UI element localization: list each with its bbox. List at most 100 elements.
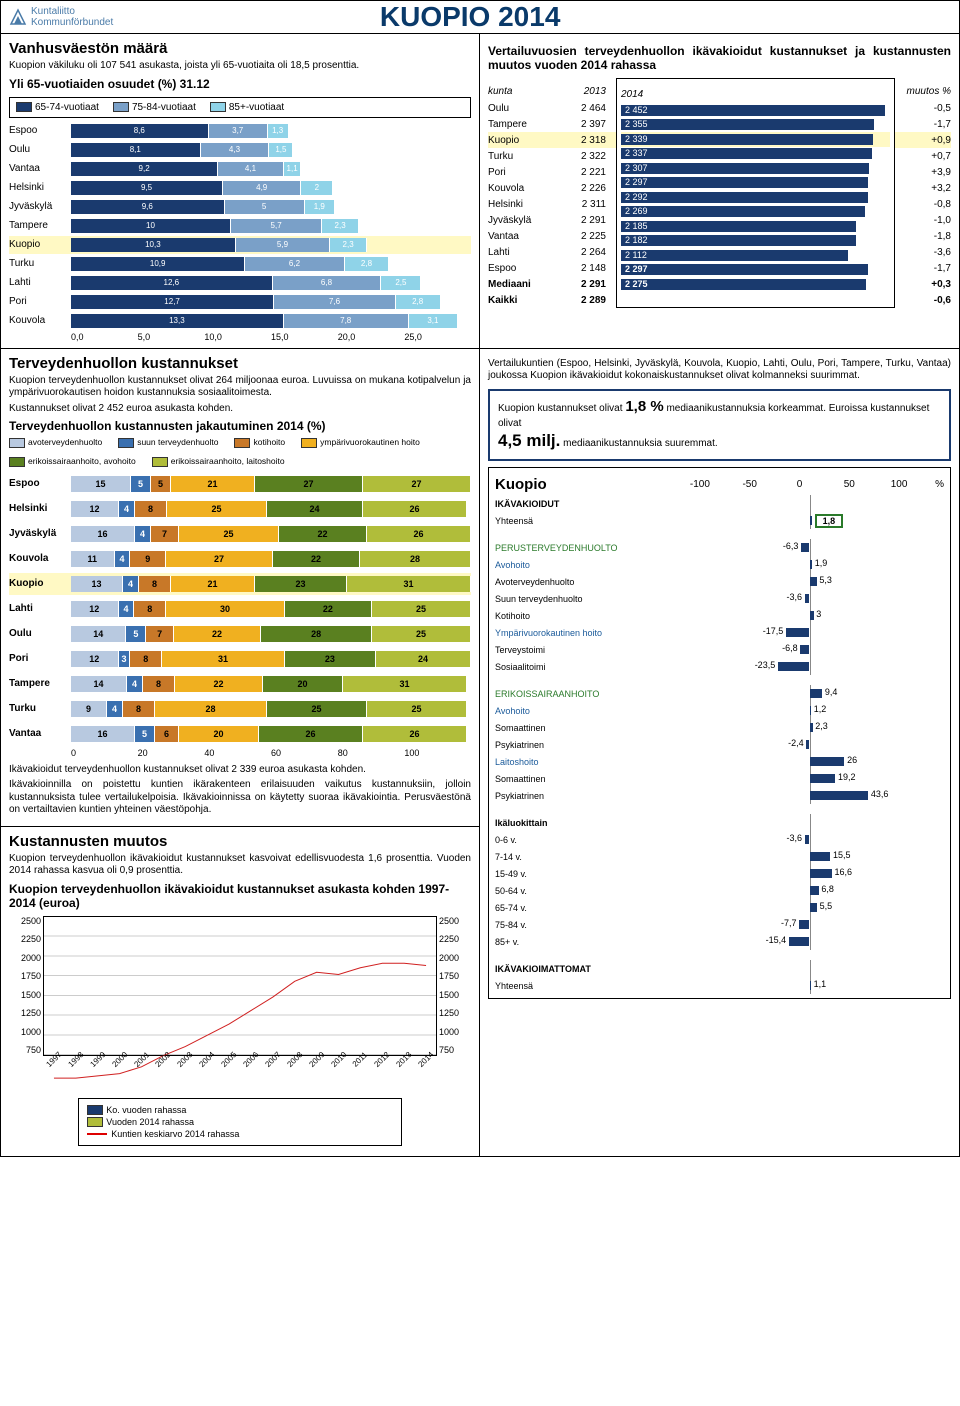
cost-segment: 7 [151,526,179,542]
cost-segment: 8 [134,601,166,617]
comp-row: Kuopio2 318 [488,132,616,148]
deviation-header: Kuopio -100-50050100 % [495,476,944,493]
cost-segment: 28 [360,551,471,567]
cost-segment: 26 [363,501,467,517]
comp-delta: -1,0 [895,212,951,228]
cost-segment: 23 [255,576,347,592]
comp-delta: +0,3 [895,276,951,292]
cost-segment: 5 [135,726,155,742]
legend-item: 85+-vuotiaat [210,102,284,113]
legend-item: kotihoito [234,437,285,448]
comp-delta: -0,6 [895,292,951,308]
bar-segment: 10,3 [71,238,236,252]
cost-segment: 24 [376,651,471,667]
cost-segment: 26 [363,726,467,742]
col-2013: 2013 [560,86,616,97]
comp-row: Turku2 322 [488,148,616,164]
elderly-legend: 65-74-vuotiaat75-84-vuotiaat85+-vuotiaat [9,97,471,118]
elderly-axis: 0,05,010,015,020,025,0 [9,332,471,342]
cost-segment: 16 [71,526,135,542]
comp-row: Kaikki2 289 [488,292,616,308]
comp-row: Mediaani2 291 [488,276,616,292]
dev-row: Avoterveydenhuolto5,3 [495,573,944,590]
deviation-chart-box: Kuopio -100-50050100 % IKÄVAKIOIDUTYhtee… [488,467,951,999]
cost-segment: 11 [71,551,115,567]
row-top: Vanhusväestön määrä Kuopion väkiluku oli… [1,34,959,349]
cost-segment: 5 [126,626,146,642]
change-panel: Kustannusten muutos Kuopion terveydenhuo… [1,827,479,1156]
elderly-subtitle: Yli 65-vuotiaiden osuudet (%) 31.12 [9,77,471,91]
comp-bar: 2 297 [621,263,890,278]
dev-row: Avohoito1,9 [495,556,944,573]
bar-segment: 2 [301,181,333,195]
deviation-panel: Vertailukuntien (Espoo, Helsinki, Jyväsk… [480,349,959,1156]
cost-segment: 21 [171,476,255,492]
logo-line2: Kommunförbundet [31,17,113,28]
page: KuntaliittoKommunförbundet KUOPIO 2014 V… [0,0,960,1157]
cost-segment: 25 [372,626,471,642]
comp-bar: 2 269 [621,205,890,220]
comparison-title: Vertailuvuosien terveydenhuollon ikävaki… [488,44,951,72]
logo-line1: Kuntaliitto [31,6,113,17]
comp-row: Oulu2 464 [488,100,616,116]
comp-bar: 2 112 [621,248,890,263]
comp-row: Helsinki2 311 [488,196,616,212]
bar-segment: 3,7 [209,124,268,138]
comp-delta: -1,8 [895,228,951,244]
cost-row: Helsinki1248252426 [9,498,471,520]
cost-segment: 9 [130,551,166,567]
logo-icon [9,8,27,26]
bar-segment: 8,1 [71,143,201,157]
cost-segment: 8 [123,701,155,717]
comp-delta: -0,5 [895,100,951,116]
cost-segment: 25 [267,701,367,717]
comp-row: Lahti2 264 [488,244,616,260]
cost-row: Espoo1555212727 [9,473,471,495]
elderly-intro: Kuopion väkiluku oli 107 541 asukasta, j… [9,60,471,73]
bar-segment: 7,8 [284,314,409,328]
cost-segment: 4 [119,601,135,617]
elderly-row: Oulu8,14,31,5 [9,141,471,159]
comp-bar: 2 275 [621,277,890,292]
cost-row: Pori1238312324 [9,648,471,670]
change-subtitle: Kuopion terveydenhuollon ikävakioidut ku… [9,882,471,910]
cost-segment: 4 [119,501,135,517]
cost-segment: 16 [71,726,135,742]
comparison-bars: 2014 2 4522 3552 3392 3372 3072 2972 292… [616,78,895,308]
cost-segment: 27 [363,476,471,492]
comp-delta: +0,7 [895,148,951,164]
costs-p3: Ikävakioidut terveydenhuollon kustannuks… [9,764,471,777]
header: KuntaliittoKommunförbundet KUOPIO 2014 [1,1,959,34]
costs-axis: 020406080100 [9,748,471,758]
cost-segment: 7 [146,626,174,642]
bar-segment: 2,3 [322,219,359,233]
cost-segment: 28 [261,626,372,642]
cost-segment: 31 [343,676,467,692]
cost-segment: 15 [71,476,131,492]
costs-chart: Espoo1555212727Helsinki1248252426Jyväsky… [9,473,471,745]
deviation-body: IKÄVAKIOIDUTYhteensä1,8PERUSTERVEYDENHUO… [495,495,944,994]
cost-segment: 24 [267,501,363,517]
cost-segment: 9 [71,701,107,717]
comp-bar: 2 297 [621,176,890,191]
cost-segment: 8 [135,501,167,517]
dev-row: Avohoito1,2 [495,702,944,719]
cost-segment: 28 [155,701,267,717]
cost-segment: 27 [166,551,273,567]
dev-row: 65-74 v.5,5 [495,899,944,916]
costs-legend: avoterveydenhuoltosuun terveydenhuoltoko… [9,437,471,467]
bar-segment: 5,9 [236,238,330,252]
costs-p4: Ikävakioinnilla on poistettu kuntien ikä… [9,779,471,817]
comp-bar: 2 337 [621,147,890,162]
logo: KuntaliittoKommunförbundet [1,2,121,32]
dev-row: PERUSTERVEYDENHUOLTO-6,3 [495,539,944,556]
cost-segment: 25 [179,526,279,542]
dev-row: 50-64 v.6,8 [495,882,944,899]
change-p1: Kuopion terveydenhuollon ikävakioidut ku… [9,853,471,878]
bar-segment: 9,2 [71,162,218,176]
row-bottom: Terveydenhuollon kustannukset Kuopion te… [1,349,959,1156]
legend-item: avoterveydenhuolto [9,437,102,448]
elderly-title: Vanhusväestön määrä [9,40,471,57]
cost-segment: 8 [139,576,171,592]
comp-bar: 2 182 [621,234,890,249]
